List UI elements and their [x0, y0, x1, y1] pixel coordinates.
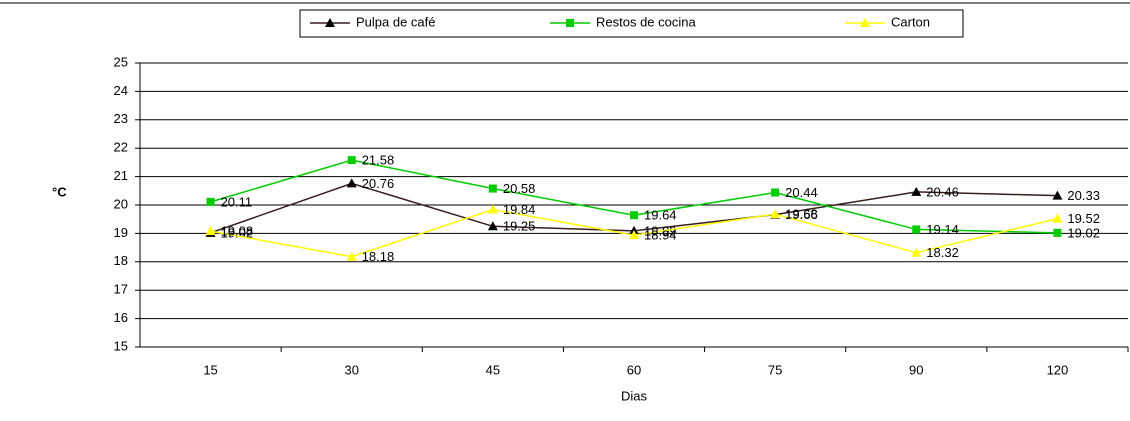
- data-label: 20.11: [221, 194, 253, 209]
- legend-label: Pulpa de café: [356, 14, 436, 29]
- data-label: 20.58: [503, 181, 536, 196]
- data-label: 19.68: [785, 207, 818, 222]
- legend-marker: [325, 18, 335, 27]
- y-tick-label: 21: [114, 168, 128, 183]
- y-tick-label: 20: [114, 196, 128, 211]
- data-point: [346, 178, 357, 188]
- data-label: 20.33: [1067, 188, 1100, 203]
- data-point: [630, 211, 638, 220]
- data-point: [347, 156, 356, 165]
- data-point: [771, 188, 780, 197]
- legend-label: Restos de cocina: [596, 14, 696, 29]
- x-tick-label: 45: [486, 362, 500, 377]
- y-tick-label: 23: [114, 111, 128, 126]
- data-label: 19.52: [1067, 211, 1100, 226]
- data-label: 19.14: [926, 222, 959, 237]
- data-label: 20.76: [362, 176, 395, 191]
- data-point: [1052, 213, 1063, 223]
- y-tick-label: 16: [114, 310, 128, 325]
- data-label: 19.02: [221, 225, 254, 240]
- data-point: [1052, 190, 1063, 200]
- data-point: [1053, 228, 1062, 237]
- x-tick-label: 75: [768, 362, 782, 377]
- y-tick-label: 18: [114, 253, 128, 268]
- data-label: 19.08: [221, 224, 254, 239]
- data-label: 19.64: [644, 208, 677, 223]
- data-point: [206, 197, 215, 206]
- x-tick-label: 120: [1047, 362, 1069, 377]
- x-tick-label: 30: [344, 362, 358, 377]
- data-point: [205, 226, 216, 236]
- x-tick-label: 90: [909, 362, 923, 377]
- data-point: [770, 209, 781, 219]
- data-label: 20.46: [926, 184, 959, 199]
- data-point: [487, 204, 498, 214]
- x-axis-label: Dias: [621, 388, 648, 403]
- data-label: 19.84: [503, 202, 536, 217]
- data-point: [912, 225, 921, 234]
- y-axis-label: °C: [52, 184, 67, 199]
- data-point: [487, 221, 498, 231]
- y-tick-label: 17: [114, 282, 128, 297]
- data-label: 19.25: [503, 219, 536, 234]
- data-point: [346, 251, 357, 261]
- data-point: [911, 247, 922, 257]
- y-tick-label: 19: [114, 225, 128, 240]
- data-point: [911, 186, 922, 196]
- legend-marker: [566, 19, 574, 27]
- data-label: 18.94: [644, 228, 677, 243]
- data-label: 18.18: [362, 249, 395, 264]
- data-point: [629, 230, 639, 240]
- x-tick-label: 60: [627, 362, 641, 377]
- data-point: [488, 184, 497, 193]
- y-tick-label: 22: [114, 140, 128, 155]
- x-tick-label: 15: [203, 362, 217, 377]
- legend-label: Carton: [891, 14, 930, 29]
- legend-marker: [860, 18, 870, 27]
- data-label: 20.44: [785, 185, 818, 200]
- y-tick-label: 15: [114, 338, 128, 353]
- data-label: 21.58: [362, 153, 395, 168]
- data-label: 18.32: [926, 245, 959, 260]
- y-tick-label: 24: [114, 83, 128, 98]
- y-tick-label: 25: [114, 54, 128, 69]
- data-label: 19.02: [1067, 225, 1100, 240]
